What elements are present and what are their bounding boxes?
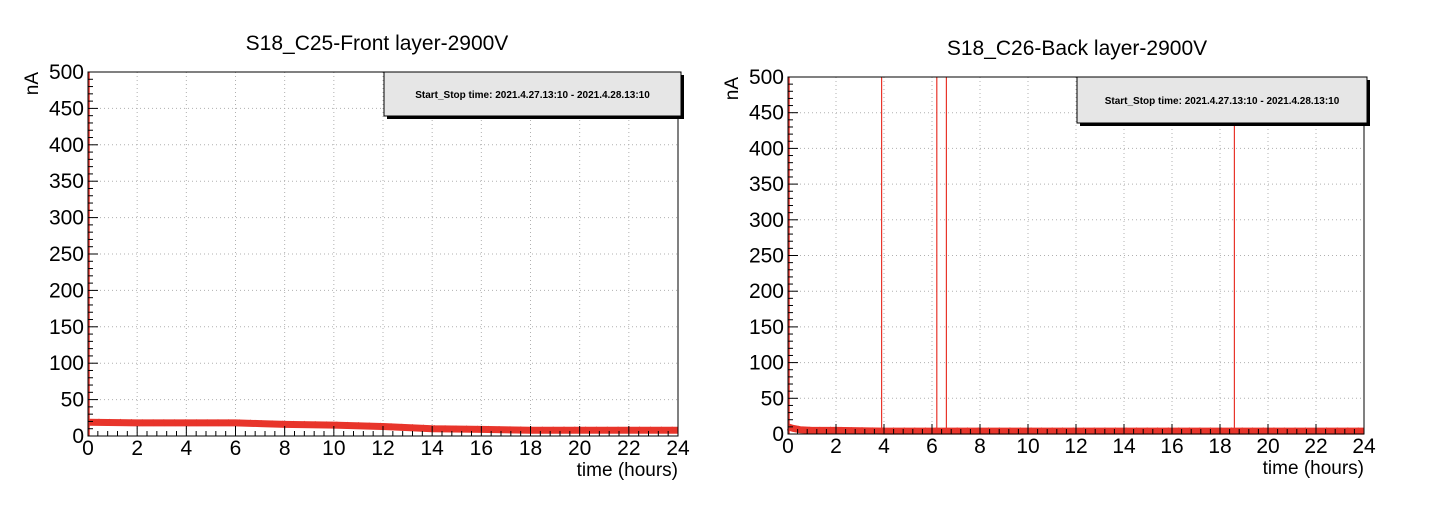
legend-text: Start_Stop time: 2021.4.27.13:10 - 2021.… [1105, 96, 1340, 107]
series-line [87, 418, 678, 434]
x-tick-label: 22 [1304, 435, 1327, 458]
x-tick-label: 8 [279, 437, 291, 460]
x-tick-label: 4 [878, 435, 890, 458]
y-tick-label: 100 [749, 352, 784, 375]
x-tick-label: 18 [1208, 435, 1231, 458]
x-tick-label: 0 [82, 437, 94, 460]
x-tick-label: 16 [1160, 435, 1183, 458]
x-tick-label: 4 [180, 437, 192, 460]
y-tick-label: 250 [749, 245, 784, 268]
y-tick-label: 350 [749, 173, 784, 196]
y-tick-label: 250 [49, 243, 84, 266]
x-tick-label: 10 [322, 437, 345, 460]
y-tick-label: 150 [749, 316, 784, 339]
chart-title: S18_C26-Back layer-2900V [947, 37, 1207, 60]
y-tick-label: 50 [761, 387, 784, 410]
x-tick-label: 0 [782, 435, 794, 458]
chart-title: S18_C25-Front layer-2900V [246, 32, 509, 55]
x-tick-label: 24 [1352, 435, 1376, 458]
y-tick-label: 200 [749, 280, 784, 303]
y-tick-label: 350 [49, 170, 84, 193]
y-tick-label: 300 [749, 209, 784, 232]
x-tick-label: 2 [830, 435, 842, 458]
x-tick-label: 12 [371, 437, 394, 460]
x-tick-label: 22 [617, 437, 640, 460]
legend-box [1076, 76, 1368, 124]
x-tick-label: 14 [1112, 435, 1136, 458]
legend-text: Start_Stop time: 2021.4.27.13:10 - 2021.… [415, 90, 650, 101]
y-axis-label: nA [22, 72, 43, 96]
y-tick-label: 150 [49, 316, 84, 339]
y-tick-label: 400 [749, 137, 784, 160]
x-tick-label: 6 [926, 435, 938, 458]
y-tick-label: 300 [49, 207, 84, 230]
y-tick-label: 450 [749, 102, 784, 125]
chart-front-layer: S18_C25-Front layer-2900V 0 2 4 6 8 10 12 14 16 18… [0, 0, 715, 525]
y-tick-label: 0 [72, 425, 84, 448]
x-tick-label: 12 [1064, 435, 1087, 458]
x-tick-label: 20 [1256, 435, 1279, 458]
x-tick-label: 10 [1016, 435, 1039, 458]
y-tick-label: 50 [61, 389, 84, 412]
chart-back-layer: S18_C26-Back layer-2900V 0 2 4 6 8 10 12 14 16 18 2… [715, 0, 1437, 525]
x-axis-label: time (hours) [577, 460, 678, 481]
x-axis-label: time (hours) [1263, 458, 1364, 479]
x-tick-label: 6 [230, 437, 242, 460]
y-tick-label: 400 [49, 134, 84, 157]
legend-box [383, 71, 682, 117]
x-tick-label: 18 [519, 437, 542, 460]
y-axis-label: nA [722, 77, 743, 101]
y-tick-label: 0 [772, 423, 784, 446]
x-tick-label: 24 [666, 437, 690, 460]
y-tick-label: 200 [49, 279, 84, 302]
x-tick-label: 2 [131, 437, 143, 460]
y-tick-label: 500 [749, 66, 784, 89]
x-tick-label: 8 [974, 435, 986, 458]
y-tick-label: 100 [49, 352, 84, 375]
x-tick-label: 20 [568, 437, 591, 460]
x-tick-label: 14 [420, 437, 444, 460]
y-tick-label: 450 [49, 97, 84, 120]
y-tick-label: 500 [49, 61, 84, 84]
x-tick-label: 16 [470, 437, 493, 460]
